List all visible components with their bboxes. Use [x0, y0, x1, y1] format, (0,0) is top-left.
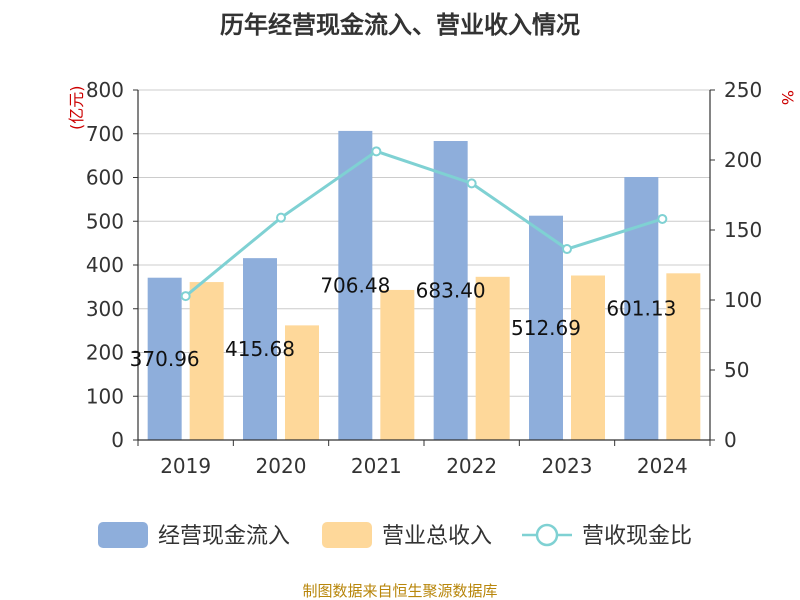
left-tick-label: 300 — [86, 297, 124, 321]
right-tick-label: 50 — [724, 358, 749, 382]
ratio-line — [180, 146, 668, 302]
revenue-bar — [475, 276, 510, 440]
revenue-bar — [666, 273, 701, 440]
left-tick-label: 100 — [86, 384, 124, 408]
legend-label: 营业总收入 — [382, 524, 492, 549]
revenue-bar — [189, 282, 224, 440]
right-tick-label: 250 — [724, 78, 762, 102]
x-tick-label: 2020 — [256, 454, 307, 478]
legend-swatch-cash-inflow — [98, 522, 148, 548]
cash-inflow-value-label: 683.40 — [416, 279, 486, 303]
cash-inflow-value-label: 512.69 — [511, 316, 581, 340]
chart-title: 历年经营现金流入、营业收入情况 — [220, 11, 580, 39]
cash-inflow-value-label: 706.48 — [320, 273, 390, 297]
left-tick-label: 0 — [111, 428, 124, 452]
ratio-line-path — [184, 149, 663, 298]
ratio-point — [180, 291, 191, 302]
ratio-point — [562, 244, 572, 255]
right-tick-label: 0 — [724, 428, 737, 452]
cash-inflow-value-label: 601.13 — [606, 297, 676, 321]
cash-inflow-value-label: 370.96 — [130, 347, 200, 371]
data-labels: 370.96 415.68 706.48 683.40 512.69 601.13 — [130, 273, 677, 370]
left-tick-label: 400 — [86, 253, 124, 277]
left-tick-label: 200 — [86, 341, 124, 365]
legend-swatch-revenue — [322, 522, 372, 548]
left-tick-label: 600 — [86, 166, 124, 190]
revenue-bar — [380, 289, 415, 440]
right-axis-unit: % — [778, 90, 797, 105]
left-tick-label: 700 — [86, 122, 124, 146]
legend: 经营现金流入 营业总收入 营收现金比 — [98, 522, 692, 549]
ratio-point — [371, 146, 382, 157]
left-tick-label: 800 — [86, 78, 124, 102]
ratio-point — [276, 212, 286, 223]
x-tick-label: 2022 — [446, 454, 497, 478]
cash-inflow-bar — [338, 130, 373, 441]
right-tick-label: 150 — [724, 218, 762, 242]
cash-inflow-bar — [529, 215, 563, 440]
cash-inflow-bar — [147, 277, 182, 440]
cash-inflow-bar — [433, 141, 468, 440]
cash-inflow-bar — [243, 258, 277, 440]
legend-swatch-ratio-marker — [535, 523, 559, 547]
revenue-bar — [571, 275, 605, 440]
bars — [147, 130, 701, 441]
x-tick-label: 2024 — [637, 454, 688, 478]
ratio-point — [466, 178, 477, 189]
cash-inflow-value-label: 415.68 — [225, 337, 295, 361]
left-tick-label: 500 — [86, 209, 124, 233]
revenue-bar — [285, 325, 319, 440]
source-note: 制图数据来自恒生聚源数据库 — [302, 582, 497, 600]
left-axis-unit: (亿元) — [67, 86, 86, 131]
x-tick-label: 2019 — [160, 454, 211, 478]
x-tick-label: 2021 — [351, 454, 402, 478]
axes: 0 100 200 300 400 500 600 700 800 0 50 100 150 200 250… — [86, 78, 762, 478]
x-tick-label: 2023 — [542, 454, 593, 478]
right-tick-label: 100 — [724, 288, 762, 312]
ratio-point — [657, 213, 668, 224]
legend-label: 营收现金比 — [582, 524, 692, 549]
right-tick-label: 200 — [724, 148, 762, 172]
legend-label: 经营现金流入 — [158, 524, 290, 549]
grid — [138, 89, 710, 397]
